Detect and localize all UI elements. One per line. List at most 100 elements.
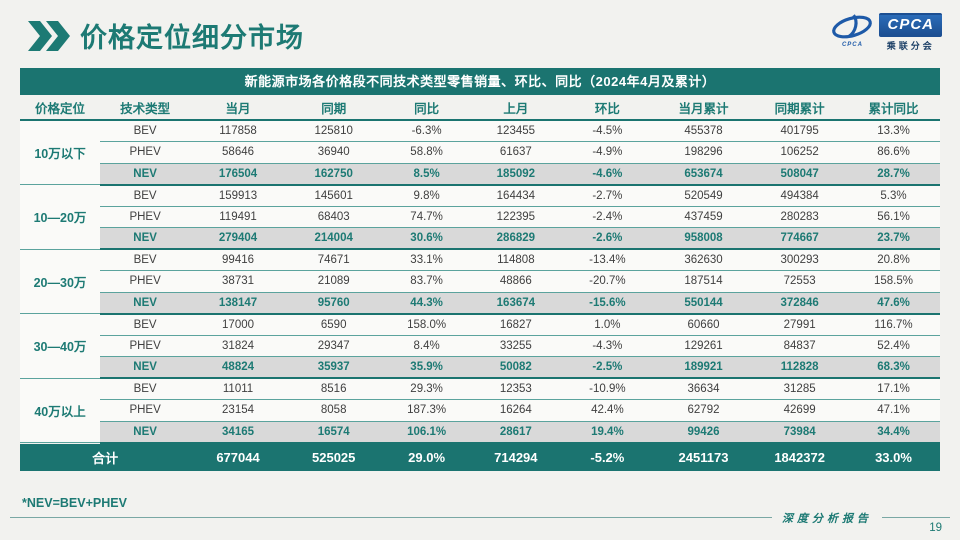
table-row-nev: NEV 138147 95760 44.3% 163674 -15.6% 550144 372… xyxy=(20,292,940,315)
price-segment-label: 10—20万 xyxy=(20,184,101,250)
cpca-subtitle: 乘联分会 xyxy=(886,40,935,51)
value-cell: 653674 xyxy=(654,163,753,186)
value-cell: 6590 xyxy=(285,313,382,336)
total-value-cell: 714294 xyxy=(471,442,560,471)
value-cell: 60660 xyxy=(654,313,753,336)
value-cell: 774667 xyxy=(752,227,848,250)
value-cell: 401795 xyxy=(752,120,848,142)
value-cell: 106.1% xyxy=(381,421,472,444)
value-cell: 17000 xyxy=(190,313,286,336)
value-cell: 119491 xyxy=(190,206,286,228)
value-cell: 28617 xyxy=(471,421,560,444)
table-row-phev: PHEV 58646 36940 58.8% 61637 -4.9% 198296 10625… xyxy=(20,141,940,164)
value-cell: 8.4% xyxy=(381,335,472,357)
value-cell: 158.0% xyxy=(381,313,472,336)
value-cell: 73984 xyxy=(752,421,848,444)
value-cell: -2.5% xyxy=(560,356,655,379)
value-cell: 99426 xyxy=(654,421,753,444)
value-cell: 106252 xyxy=(752,141,848,164)
value-cell: 550144 xyxy=(654,292,753,315)
value-cell: -4.9% xyxy=(560,141,655,164)
value-cell: 62792 xyxy=(654,399,753,422)
tech-type-cell: BEV xyxy=(100,378,191,400)
tech-type-cell: NEV xyxy=(100,356,191,379)
value-cell: 125810 xyxy=(285,120,382,142)
price-segment-label: 30—40万 xyxy=(20,313,101,379)
value-cell: 16264 xyxy=(471,399,560,422)
table-row-bev: 30—40万 BEV 17000 6590 158.0% 16827 1.0% 60660 27… xyxy=(20,313,940,379)
table-row-nev: NEV 34165 16574 106.1% 28617 19.4% 99426 73984 3… xyxy=(20,421,940,444)
table-row-bev: 10万以下 BEV 117858 125810 -6.3% 123455 -4.5% 4553… xyxy=(20,120,940,185)
total-value-cell: -5.2% xyxy=(560,442,655,471)
value-cell: 61637 xyxy=(471,141,560,164)
value-cell: -15.6% xyxy=(560,292,655,315)
table-row-bev: 20—30万 BEV 99416 74671 33.1% 114808 -13.4% 3626… xyxy=(20,249,940,314)
value-cell: 12353 xyxy=(471,378,560,400)
value-cell: 159913 xyxy=(190,184,286,207)
value-cell: 86.6% xyxy=(847,141,940,164)
value-cell: 198296 xyxy=(654,141,753,164)
price-segment-label: 10万以下 xyxy=(20,120,101,185)
value-cell: 42699 xyxy=(752,399,848,422)
value-cell: 362630 xyxy=(654,249,753,271)
value-cell: 214004 xyxy=(285,227,382,250)
value-cell: 8516 xyxy=(285,378,382,400)
column-header: 当月累计 xyxy=(654,95,753,121)
value-cell: 123455 xyxy=(471,120,560,142)
value-cell: 29347 xyxy=(285,335,382,357)
tech-type-cell: PHEV xyxy=(100,270,191,293)
cpca-acronym: CPCA xyxy=(879,12,942,37)
value-cell: 42.4% xyxy=(560,399,655,422)
table-row-bev: 40万以上 BEV 11011 8516 29.3% 12353 -10.9% 36634 31… xyxy=(20,378,940,443)
value-cell: -2.7% xyxy=(560,184,655,207)
value-cell: 36634 xyxy=(654,378,753,400)
value-cell: 83.7% xyxy=(381,270,472,293)
column-header: 累计同比 xyxy=(847,95,940,121)
value-cell: 68.3% xyxy=(847,356,940,379)
tech-type-cell: PHEV xyxy=(100,141,191,164)
page-number: 19 xyxy=(929,522,942,534)
value-cell: 72553 xyxy=(752,270,848,293)
value-cell: 300293 xyxy=(752,249,848,271)
value-cell: 23.7% xyxy=(847,227,940,250)
table-header-row: 价格定位 技术类型 当月 同期 同比 上月 环比 当月累计 同期累计 累计同比 xyxy=(20,95,940,121)
value-cell: 44.3% xyxy=(381,292,472,315)
total-value-cell: 677044 xyxy=(190,442,286,471)
value-cell: 176504 xyxy=(190,163,286,186)
value-cell: 74671 xyxy=(285,249,382,271)
page-title: 价格定位细分市场 xyxy=(80,23,304,53)
value-cell: 47.6% xyxy=(847,292,940,315)
tech-type-cell: NEV xyxy=(100,163,191,186)
value-cell: -4.5% xyxy=(560,120,655,142)
value-cell: 27991 xyxy=(752,313,848,336)
price-segment-label: 40万以上 xyxy=(20,378,101,443)
column-header: 同期累计 xyxy=(752,95,848,121)
table-total-row: 合计 677044 525025 29.0% 714294 -5.2% 2451173 184… xyxy=(20,442,940,471)
value-cell: 187514 xyxy=(654,270,753,293)
cpca-logo-text: CPCA 乘联分会 xyxy=(879,12,942,52)
value-cell: 129261 xyxy=(654,335,753,357)
value-cell: 28.7% xyxy=(847,163,940,186)
value-cell: 48824 xyxy=(190,356,286,379)
column-header: 当月 xyxy=(190,95,286,121)
tech-type-cell: BEV xyxy=(100,249,191,271)
value-cell: 31285 xyxy=(752,378,848,400)
value-cell: 38731 xyxy=(190,270,286,293)
value-cell: 1.0% xyxy=(560,313,655,336)
column-header: 同比 xyxy=(381,95,472,121)
table-row-nev: NEV 279404 214004 30.6% 286829 -2.6% 958008 774… xyxy=(20,227,940,250)
value-cell: 29.3% xyxy=(381,378,472,400)
value-cell: 114808 xyxy=(471,249,560,271)
value-cell: 958008 xyxy=(654,227,753,250)
value-cell: 116.7% xyxy=(847,313,940,336)
double-chevron-icon xyxy=(28,20,70,51)
tech-type-cell: NEV xyxy=(100,292,191,315)
value-cell: 9.8% xyxy=(381,184,472,207)
value-cell: 16827 xyxy=(471,313,560,336)
tech-type-cell: BEV xyxy=(100,313,191,336)
value-cell: -2.4% xyxy=(560,206,655,228)
value-cell: -20.7% xyxy=(560,270,655,293)
value-cell: 8058 xyxy=(285,399,382,422)
nev-sales-table: 价格定位 技术类型 当月 同期 同比 上月 环比 当月累计 同期累计 累计同比 10万以下 BEV 1… xyxy=(20,95,940,471)
